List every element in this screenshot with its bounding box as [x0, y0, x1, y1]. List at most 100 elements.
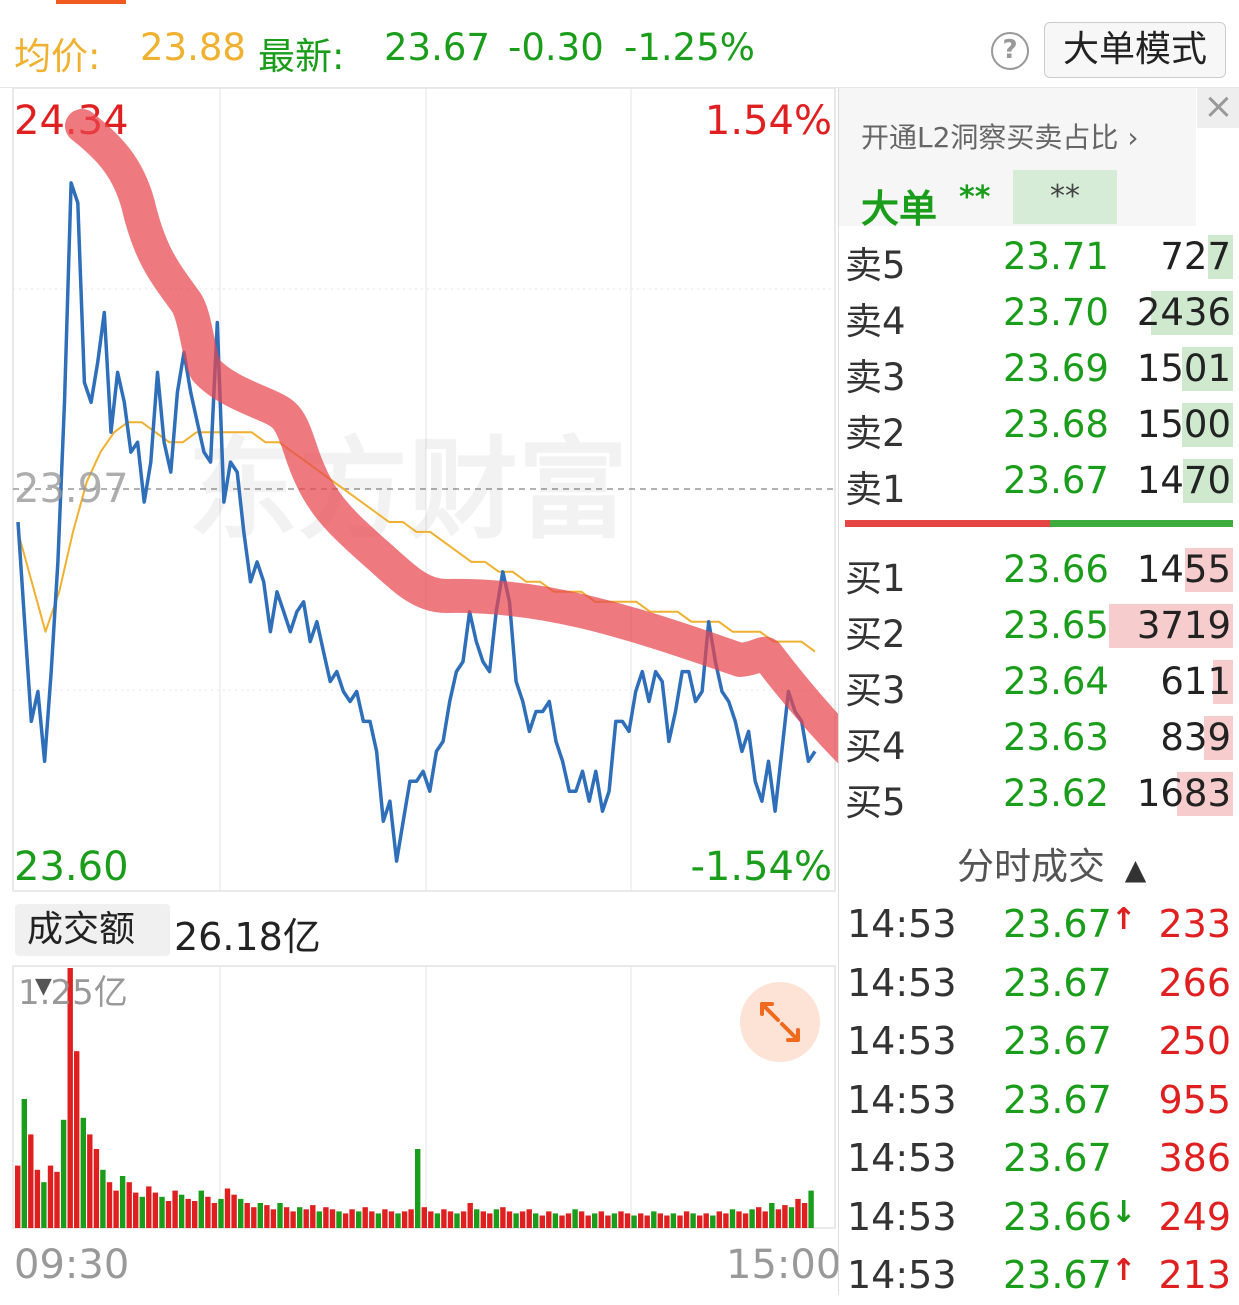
trade-volume: 249: [1158, 1194, 1231, 1239]
avg-price-polyline: [17, 421, 816, 653]
volume-bar: [388, 1211, 395, 1228]
order-level-volume: 1500: [1136, 403, 1231, 446]
order-level-row[interactable]: 卖2 23.68 1500: [839, 399, 1239, 455]
trade-price: 23.67: [1003, 1136, 1112, 1180]
order-level-row[interactable]: 卖5 23.71 727: [839, 231, 1239, 287]
l2-upgrade-link[interactable]: 开通L2洞察买卖占比 ›: [861, 121, 1139, 154]
order-level-row[interactable]: 卖3 23.69 1501: [839, 343, 1239, 399]
trade-row[interactable]: 14:53 23.67 ↑ 213: [839, 1247, 1239, 1305]
arrow-up-icon: ↑: [1111, 902, 1137, 937]
trades-title[interactable]: 分时成交 ▲: [957, 836, 1146, 890]
trade-price: 23.67: [1003, 1253, 1112, 1297]
order-level-row[interactable]: 买5 23.62 1683: [839, 768, 1239, 824]
volume-bar: [264, 1205, 270, 1228]
order-volume-bar: [1213, 660, 1233, 704]
volume-bar: [382, 1209, 388, 1228]
order-level-price: 23.62: [1003, 772, 1109, 815]
volume-bar: [487, 1213, 493, 1228]
order-level-volume: 2436: [1136, 291, 1231, 334]
question-circle-icon[interactable]: ?: [991, 32, 1029, 70]
volume-bar: [80, 1117, 86, 1228]
trade-row[interactable]: 14:53 23.67 250: [839, 1013, 1239, 1071]
price-polyline: [16, 181, 817, 863]
order-volume-bar: [1151, 291, 1233, 335]
order-level-row[interactable]: 买4 23.63 839: [839, 712, 1239, 768]
volume-bar: [303, 1209, 309, 1228]
trade-time: 14:53: [847, 1136, 957, 1180]
volume-bar: [119, 1176, 126, 1228]
volume-bars: [15, 968, 814, 1228]
trade-row[interactable]: 14:53 23.67 ↑ 233: [839, 896, 1239, 954]
order-level-label: 卖2: [845, 412, 906, 455]
volume-max-label: 1.25亿: [18, 973, 128, 1013]
volume-bar: [106, 1182, 113, 1228]
volume-bar: [126, 1182, 132, 1228]
volume-bar: [428, 1211, 434, 1228]
volume-bar: [533, 1213, 539, 1228]
order-level-volume: 611: [1160, 660, 1231, 703]
trade-row[interactable]: 14:53 23.67 266: [839, 955, 1239, 1013]
order-level-row[interactable]: 买3 23.64 611: [839, 656, 1239, 712]
intraday-chart[interactable]: 东方财富 24.34 1.54% 23.97 23.60 -1.54% 1.25…: [0, 88, 838, 1295]
volume-bar: [605, 1215, 611, 1228]
order-level-row[interactable]: 买1 23.66 1455: [839, 544, 1239, 600]
volume-bar: [729, 1209, 736, 1228]
volume-bar: [788, 1207, 795, 1228]
volume-bar: [192, 1201, 198, 1228]
trade-row[interactable]: 14:53 23.67 386: [839, 1130, 1239, 1188]
volume-bar: [480, 1211, 486, 1228]
order-level-volume: 3719: [1136, 604, 1231, 647]
close-icon[interactable]: ×: [1197, 88, 1239, 128]
volume-bar: [638, 1213, 644, 1228]
trade-price: 23.67: [1003, 1077, 1112, 1122]
trade-time: 14:53: [847, 1253, 957, 1297]
volume-bar: [749, 1209, 755, 1228]
order-level-label: 买3: [845, 669, 906, 712]
volume-bar: [644, 1215, 650, 1228]
volume-bar: [290, 1211, 296, 1228]
volume-bar: [139, 1196, 145, 1228]
big-order-mode-button[interactable]: 大单模式: [1044, 22, 1226, 78]
volume-bar: [93, 1149, 100, 1228]
volume-bar: [467, 1203, 473, 1228]
trade-row[interactable]: 14:53 23.66 ↓ 249: [839, 1189, 1239, 1247]
order-volume-bar: [1177, 772, 1233, 816]
volume-bar: [565, 1213, 572, 1228]
volume-bar: [362, 1207, 368, 1228]
trade-row[interactable]: 14:53 23.67 955: [839, 1072, 1239, 1130]
volume-type-dropdown[interactable]: 成交额 ▼: [15, 904, 170, 999]
trade-price: 23.67: [1003, 902, 1112, 946]
order-level-row[interactable]: 卖1 23.67 1470: [839, 455, 1239, 511]
volume-bar: [401, 1211, 408, 1228]
volume-bar: [415, 1149, 421, 1228]
volume-bar: [801, 1203, 808, 1228]
volume-bar: [310, 1205, 316, 1228]
order-level-label: 卖4: [845, 300, 906, 343]
volume-bar: [782, 1205, 788, 1228]
order-level-label: 买5: [845, 781, 906, 824]
volume-bar: [690, 1213, 696, 1228]
expand-arrows-icon[interactable]: [740, 982, 820, 1062]
order-level-row[interactable]: 卖4 23.70 2436: [839, 287, 1239, 343]
trades-title-text: 分时成交: [957, 845, 1105, 888]
volume-bar: [546, 1211, 552, 1228]
time-end-label: 15:00: [726, 1242, 842, 1288]
volume-bar: [769, 1203, 775, 1228]
volume-bar: [710, 1215, 716, 1228]
order-level-price: 23.71: [1003, 235, 1109, 278]
volume-plot-frame: [12, 965, 836, 1229]
volume-bar: [474, 1209, 480, 1228]
volume-bar: [447, 1211, 454, 1228]
volume-bar: [224, 1188, 231, 1228]
volume-bar: [277, 1203, 283, 1228]
volume-grid: [219, 966, 632, 1228]
volume-bar: [723, 1213, 729, 1228]
volume-bar: [238, 1198, 244, 1228]
order-level-label: 卖3: [845, 356, 906, 399]
order-level-volume: 1455: [1136, 548, 1231, 591]
volume-bar: [231, 1194, 237, 1228]
price-change: -0.30: [508, 26, 604, 69]
volume-bar: [578, 1211, 585, 1228]
order-level-row[interactable]: 买2 23.65 3719: [839, 600, 1239, 656]
volume-bar: [87, 1134, 93, 1228]
